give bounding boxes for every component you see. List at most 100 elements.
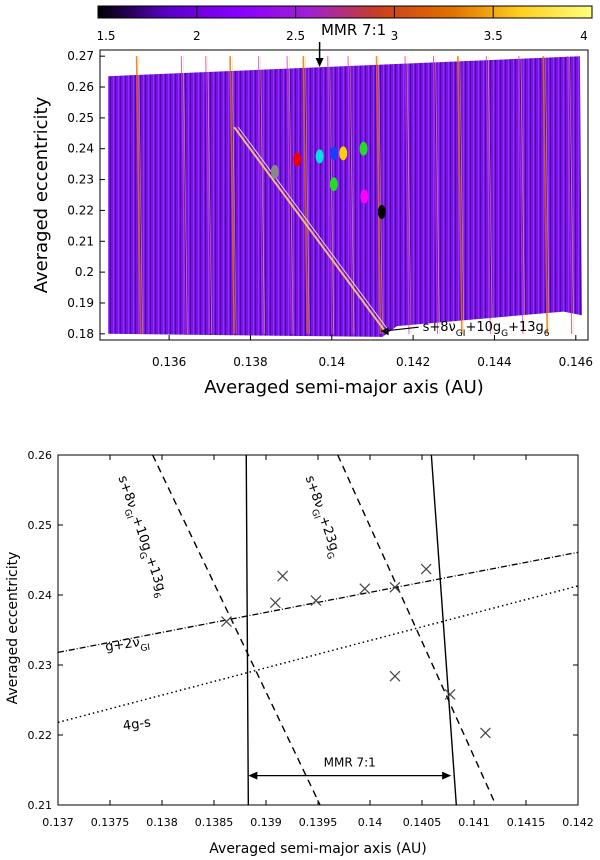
asteroid-point (480, 727, 491, 739)
y-tick-label: 0.22 (67, 203, 94, 217)
y-tick-label: 0.23 (67, 173, 94, 187)
resonance-streak-highlight (488, 56, 493, 334)
bottom-panel: 0.137 0.1375 0.138 0.1385 0.139 0.1395 0.14 0.1… (5, 449, 594, 857)
y-tick-label: 0.26 (28, 449, 53, 462)
x-tick-label: 0.136 (152, 355, 186, 369)
point-stroke (480, 727, 491, 739)
resonance-streak (567, 56, 573, 334)
asteroid-point (389, 581, 401, 593)
x-tick-label: 0.138 (146, 816, 178, 829)
y-tick-label: 0.23 (28, 659, 53, 672)
resonance-streak (229, 56, 235, 334)
colorbar-tick-label: 3 (391, 29, 399, 43)
resonance-label: s+8νGI+10gG+13g6 (423, 320, 550, 339)
point-stroke (420, 563, 432, 575)
bottom-y-ticks: 0.21 0.22 0.23 0.24 0.25 0.26 (28, 449, 578, 812)
resonance-streak-highlight (569, 56, 574, 334)
asteroid-point (420, 563, 432, 575)
x-tick-label: 0.139 (250, 816, 282, 829)
cluster-blob (359, 141, 368, 156)
resonance-streak (457, 56, 463, 334)
point-stroke (221, 616, 232, 628)
resonance-streak (258, 56, 264, 334)
bottom-plot-frame (57, 454, 579, 806)
y-tick-label: 0.21 (67, 234, 94, 248)
resonance-streak (432, 56, 438, 334)
y-tick-label: 0.2 (75, 265, 94, 279)
x-tick-label: 0.144 (477, 355, 511, 369)
resonance-streak (135, 56, 142, 334)
x-tick-label: 0.138 (233, 355, 267, 369)
y-tick-label: 0.27 (67, 49, 94, 63)
top-x-label: Averaged semi-major axis (AU) (204, 377, 484, 398)
top-y-label: Averaged eccentricity (31, 96, 52, 293)
resonance-streaks (135, 56, 574, 334)
mmr-arrowhead (315, 58, 324, 67)
colorbar (97, 5, 593, 19)
asteroid-point (277, 570, 289, 582)
asteroid-point (221, 616, 232, 628)
y-tick-label: 0.26 (67, 80, 94, 94)
resonance-streak-highlight (138, 56, 143, 334)
mmr-span-arrowhead-right (442, 771, 452, 780)
resonance-streak-highlight (260, 56, 265, 334)
cluster-blob (339, 146, 348, 161)
resonance-streak (286, 56, 292, 334)
line-label-dashdot: g+2νGI (104, 634, 151, 659)
asteroid-point (444, 688, 456, 700)
resonance-streak-highlight (459, 56, 465, 334)
y-tick-label: 0.24 (67, 142, 94, 156)
cluster-blob (293, 152, 302, 167)
x-tick-label: 0.1385 (195, 816, 234, 829)
colorbar-gradient (97, 5, 593, 19)
resonance-line (430, 454, 458, 806)
mmr-label: MMR 7:1 (321, 21, 386, 39)
x-tick-label: 0.14 (358, 816, 383, 829)
colorbar-ticks: 1.5 2 2.5 3 3.5 4 (96, 6, 593, 43)
point-stroke (277, 570, 289, 582)
line-label-dotted: 4g-s (122, 715, 152, 734)
point-stroke (389, 581, 401, 593)
colorbar-tick-label: 1.5 (96, 29, 115, 43)
resonance-streak (302, 56, 309, 334)
x-tick-label: 0.142 (562, 816, 594, 829)
resonance-streak (347, 56, 353, 334)
x-tick-label: 0.1405 (403, 816, 442, 829)
cluster-blob (377, 204, 386, 219)
bottom-y-label: Averaged eccentricity (5, 552, 21, 705)
point-stroke (444, 688, 456, 700)
resonance-streak (542, 56, 549, 334)
y-tick-label: 0.21 (28, 799, 53, 812)
resonance-streak-highlight (520, 56, 526, 334)
y-tick-label: 0.19 (67, 296, 94, 310)
asteroid-point (389, 670, 401, 682)
x-tick-label: 0.146 (559, 355, 593, 369)
y-tick-label: 0.22 (28, 729, 53, 742)
colorbar-tick-label: 4 (580, 29, 588, 43)
top-y-ticks: 0.18 0.19 0.2 0.21 0.22 0.23 0.24 0.25 0.26 0.27 (67, 49, 105, 341)
bottom-x-label: Averaged semi-major axis (AU) (209, 841, 426, 857)
resonance-streak (518, 56, 524, 334)
top-x-ticks: 0.136 0.138 0.14 0.142 0.144 0.146 (152, 335, 593, 369)
mmr-span: MMR 7:1 (248, 756, 452, 780)
resonance-arrowhead (380, 327, 389, 336)
resonance-streak-highlight (207, 56, 213, 334)
resonance-streak-highlight (305, 56, 310, 334)
y-tick-label: 0.18 (67, 327, 94, 341)
point-stroke (269, 597, 281, 609)
family-clusters (270, 141, 386, 219)
asteroid-point (359, 583, 371, 595)
colorbar-tick-label: 3.5 (484, 29, 503, 43)
resonance-line (337, 454, 497, 806)
cluster-blob (315, 149, 324, 164)
top-annotations: MMR 7:1 s+8νGI+10gG+13g6 (315, 21, 550, 339)
resonance-streak-highlight (183, 56, 188, 334)
cluster-blob (329, 146, 338, 161)
stability-map (108, 56, 582, 337)
diagonal-resonance-edge (237, 126, 390, 332)
asteroid-point (310, 595, 322, 607)
point-stroke (389, 670, 401, 682)
resonance-streak (485, 56, 491, 334)
x-tick-label: 0.1395 (299, 816, 338, 829)
y-tick-label: 0.24 (28, 589, 53, 602)
